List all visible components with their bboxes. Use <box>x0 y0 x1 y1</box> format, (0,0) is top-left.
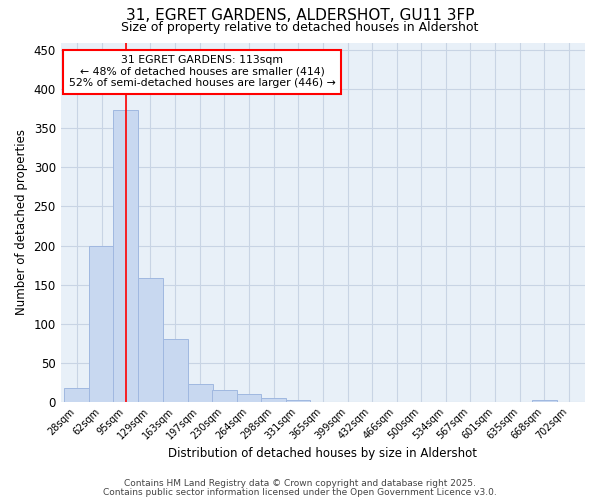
Text: Contains public sector information licensed under the Open Government Licence v3: Contains public sector information licen… <box>103 488 497 497</box>
Text: Contains HM Land Registry data © Crown copyright and database right 2025.: Contains HM Land Registry data © Crown c… <box>124 479 476 488</box>
Bar <box>163 339 188 402</box>
Text: Size of property relative to detached houses in Aldershot: Size of property relative to detached ho… <box>121 21 479 34</box>
Bar <box>212 390 236 402</box>
X-axis label: Distribution of detached houses by size in Aldershot: Distribution of detached houses by size … <box>169 447 478 460</box>
Bar <box>138 278 163 402</box>
Bar <box>89 246 114 402</box>
Y-axis label: Number of detached properties: Number of detached properties <box>15 129 28 315</box>
Bar <box>188 384 212 402</box>
Text: 31, EGRET GARDENS, ALDERSHOT, GU11 3FP: 31, EGRET GARDENS, ALDERSHOT, GU11 3FP <box>126 8 474 22</box>
Bar <box>236 394 262 402</box>
Bar <box>262 398 286 402</box>
Bar <box>64 388 89 402</box>
Text: 31 EGRET GARDENS: 113sqm  
← 48% of detached houses are smaller (414)
52% of sem: 31 EGRET GARDENS: 113sqm ← 48% of detach… <box>69 55 335 88</box>
Bar <box>532 400 557 402</box>
Bar <box>286 400 310 402</box>
Bar <box>113 110 138 402</box>
